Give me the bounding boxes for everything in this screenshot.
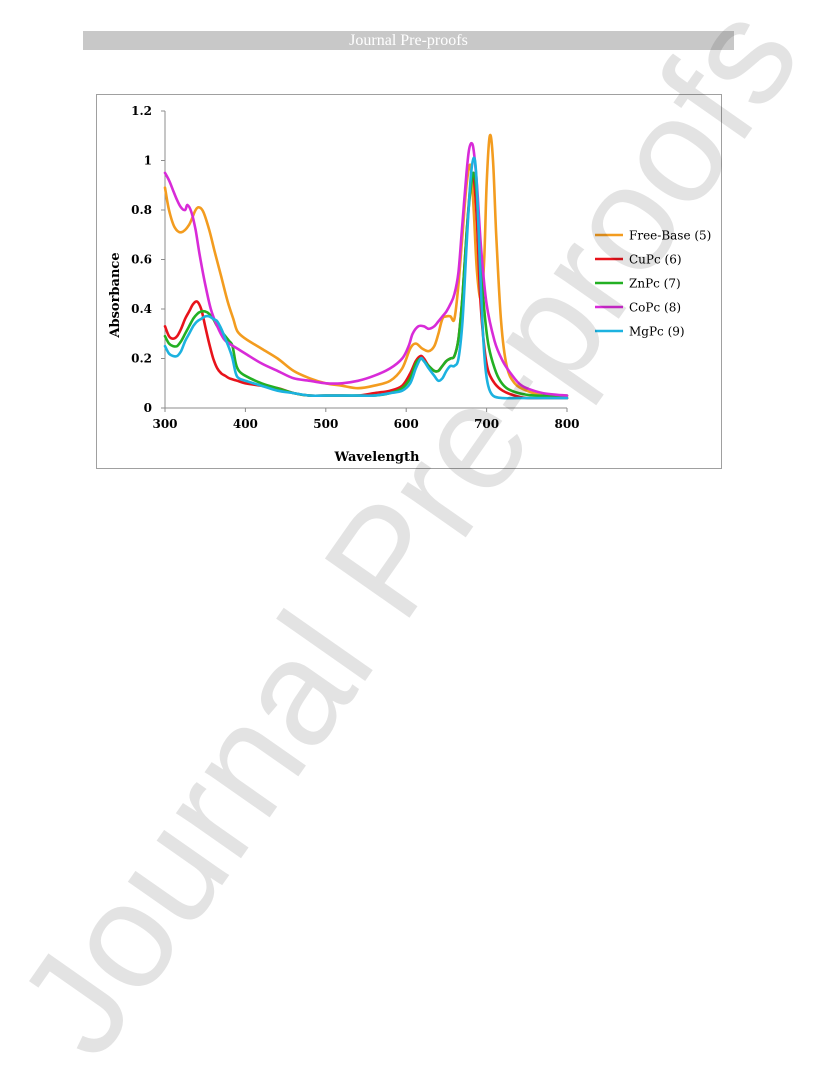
y-tick-label: 0.6 — [131, 253, 152, 267]
series-layer — [163, 133, 569, 400]
legend-layer: Free-Base (5) CuPc (6) ZnPc (7) CoPc (8) MgP… — [595, 229, 711, 339]
series-line-free-base-5 — [163, 133, 569, 400]
y-axis-title: Absorbance — [108, 252, 123, 338]
absorbance-chart: 300 400 500 600 700 800 0 0.2 0.4 0.6 0.8 1 1.2 Free… — [108, 104, 711, 465]
legend-label-znpc-7: ZnPc (7) — [629, 277, 681, 291]
x-tick-label: 500 — [313, 417, 338, 431]
x-tick-label: 800 — [554, 417, 579, 431]
legend-label-mgpc-9: MgPc (9) — [629, 325, 685, 339]
x-tick-label: 600 — [394, 417, 419, 431]
axes-layer: 300 400 500 600 700 800 0 0.2 0.4 0.6 0.8 1 1.2 — [131, 104, 579, 431]
legend-label-free-base-5: Free-Base (5) — [629, 229, 711, 243]
y-tick-label: 1 — [144, 154, 152, 168]
figure-frame: 300 400 500 600 700 800 0 0.2 0.4 0.6 0.8 1 1.2 Free… — [96, 94, 722, 469]
legend-label-copc-8: CoPc (8) — [629, 301, 681, 315]
x-axis-title: Wavelength — [334, 450, 420, 465]
x-tick-label: 700 — [474, 417, 499, 431]
y-tick-label: 1.2 — [131, 104, 152, 118]
y-tick-label: 0.4 — [131, 302, 152, 316]
y-tick-label: 0 — [144, 401, 152, 415]
series-line-mgpc-9 — [163, 156, 569, 400]
legend-label-cupc-6: CuPc (6) — [629, 253, 682, 267]
series-line-copc-8 — [163, 141, 569, 397]
x-tick-label: 400 — [233, 417, 258, 431]
x-tick-label: 300 — [152, 417, 177, 431]
y-tick-label: 0.8 — [131, 203, 152, 217]
journal-header-bar: Journal Pre-proofs — [83, 31, 734, 50]
journal-header-title: Journal Pre-proofs — [349, 32, 468, 49]
y-tick-label: 0.2 — [131, 352, 152, 366]
